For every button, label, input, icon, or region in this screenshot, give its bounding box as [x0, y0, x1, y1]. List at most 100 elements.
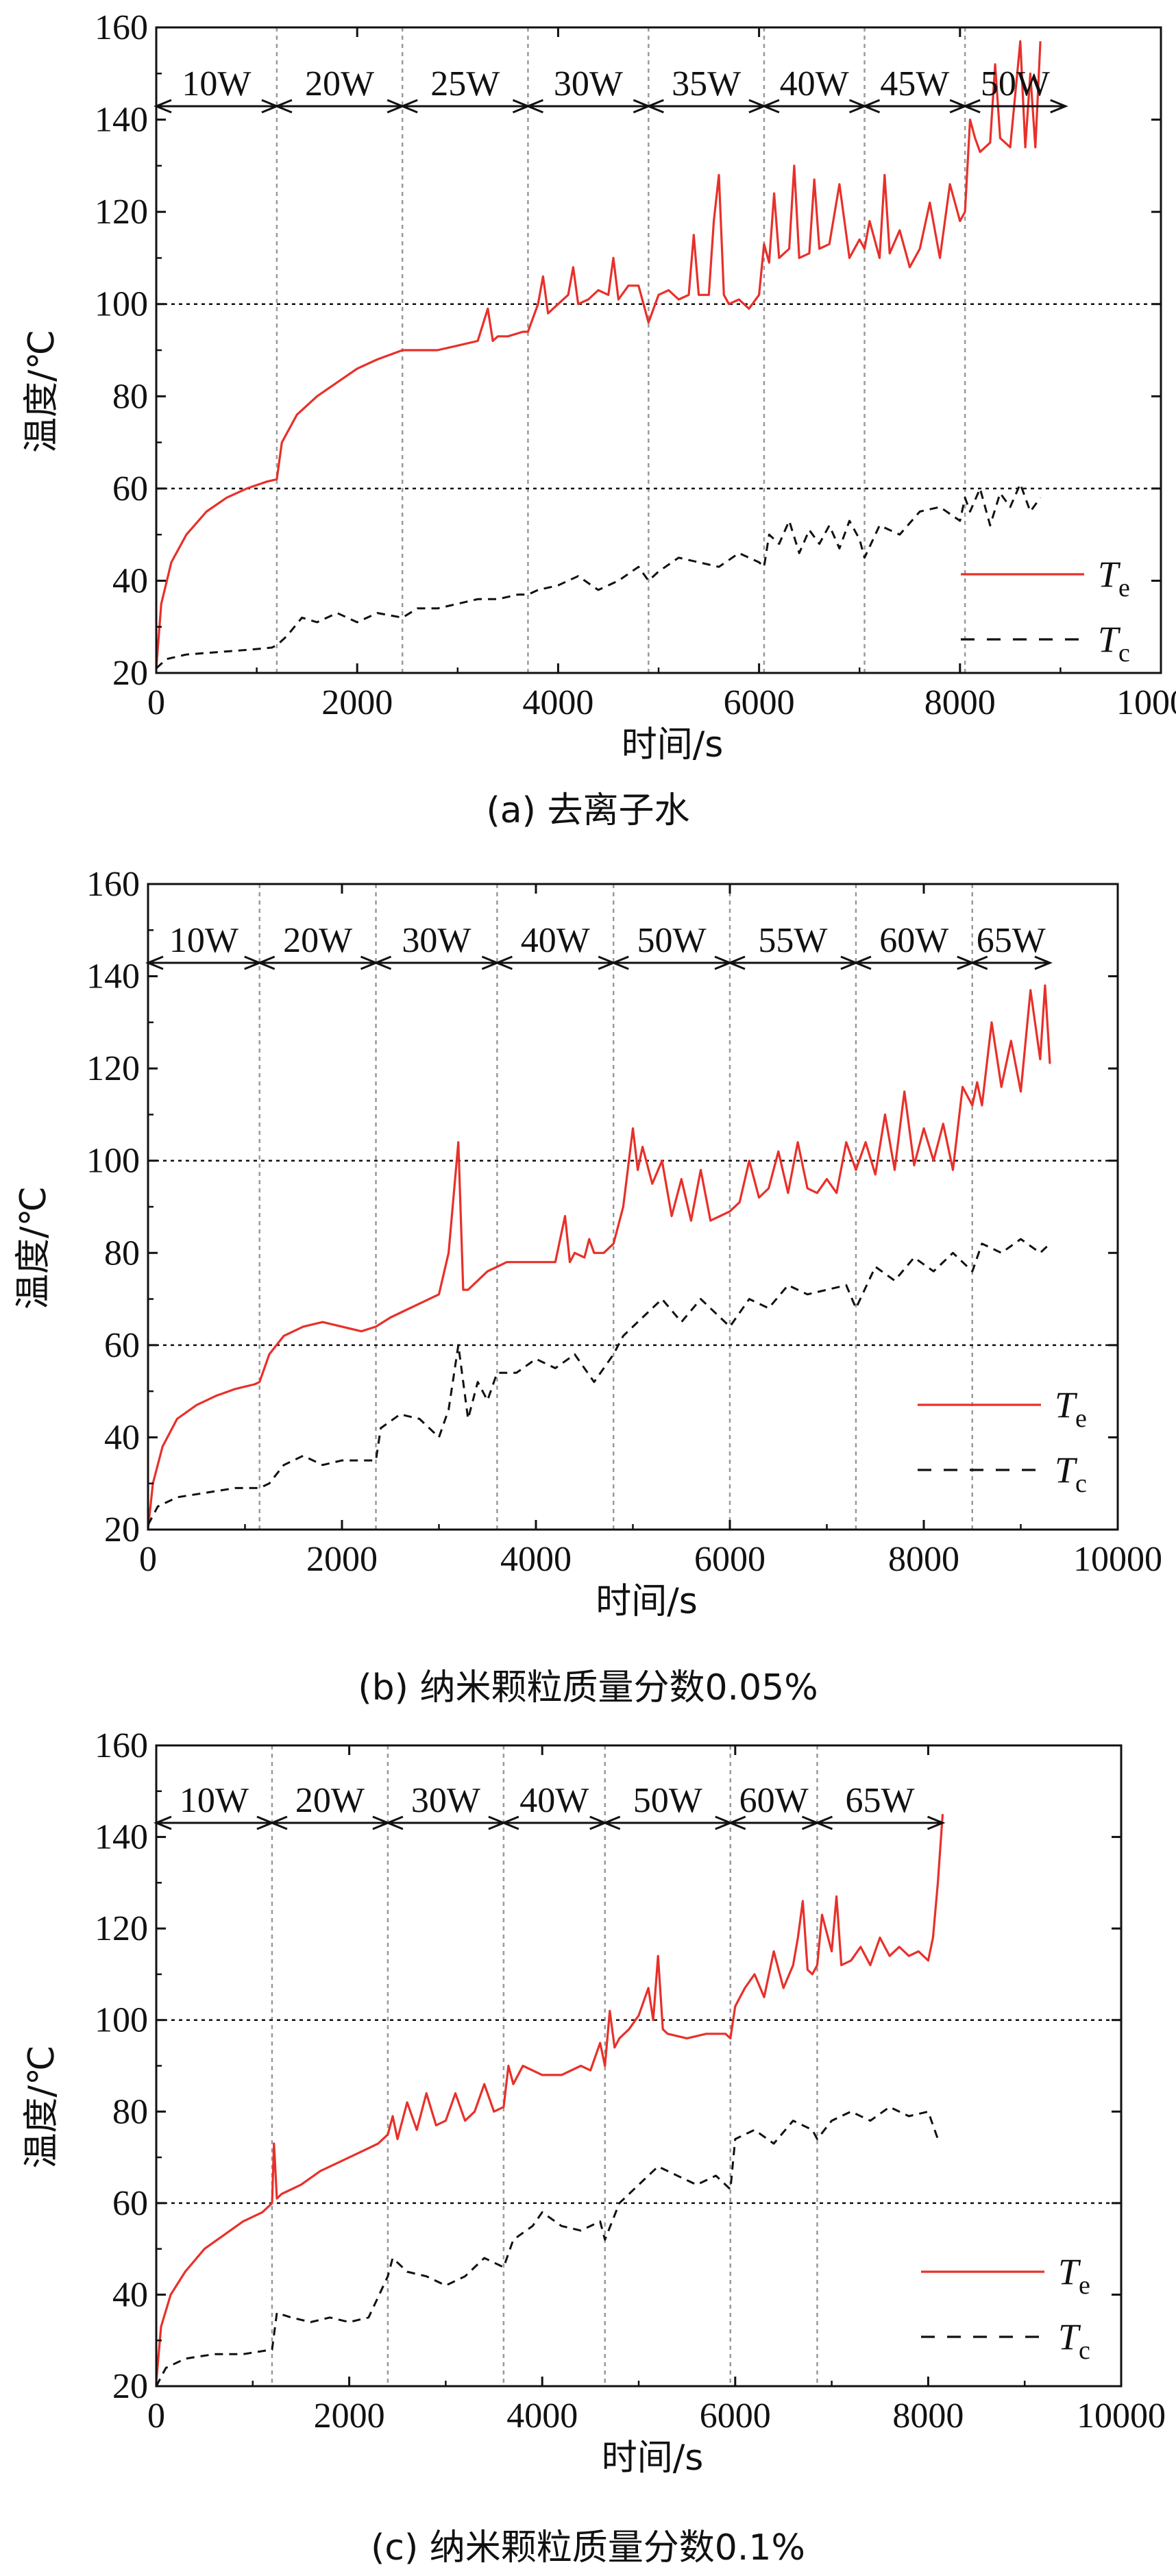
- x-tick-label: 6000: [724, 683, 795, 722]
- series-te-line: [156, 1814, 944, 2382]
- y-tick-label: 40: [112, 561, 148, 600]
- stage-arrowhead-left: [861, 99, 881, 114]
- x-tick-label: 8000: [892, 2396, 964, 2436]
- legend-label-tc: Tc: [1058, 2316, 1090, 2365]
- x-tick-label: 0: [147, 683, 165, 722]
- y-tick-label: 60: [112, 2184, 148, 2223]
- power-stage-label: 20W: [305, 64, 374, 103]
- x-tick-label: 0: [139, 1540, 157, 1579]
- power-stage-label: 50W: [981, 64, 1050, 103]
- legend-label-tc: Tc: [1055, 1449, 1087, 1498]
- legend-subscript: c: [1079, 2336, 1090, 2365]
- caption-b: (b) 纳米颗粒质量分数0.05%: [358, 1667, 818, 1708]
- power-stage-label: 30W: [554, 64, 623, 103]
- y-tick-label: 80: [112, 2092, 148, 2131]
- power-stage-label: 40W: [780, 64, 849, 103]
- x-axis-label: 时间/s: [596, 1581, 698, 1622]
- stage-arrowhead-left: [727, 955, 746, 970]
- chart-panel-c: (c) 纳米颗粒质量分数0.1% 10W 20W 30W 40W 50W 60W 65W 20…: [21, 1726, 1166, 2568]
- y-tick-label: 120: [86, 1049, 140, 1088]
- chart-panel-a: (a) 去离子水 10W 20W 25W 30W 35W 40W 45W 50W 20 40 60 8…: [21, 8, 1176, 831]
- power-stage-label: 20W: [295, 1781, 365, 1820]
- x-tick-label: 4000: [506, 2396, 578, 2436]
- y-tick-label: 20: [112, 654, 148, 693]
- chart-panel-b: (b) 纳米颗粒质量分数0.05% 10W 20W 30W 40W 50W 55W 60W 6…: [13, 865, 1162, 1708]
- y-tick-label: 160: [86, 865, 140, 904]
- y-tick-label: 20: [104, 1510, 140, 1549]
- legend-symbol: T: [1098, 619, 1121, 660]
- y-tick-label: 120: [95, 193, 148, 232]
- x-tick-label: 0: [147, 2396, 165, 2436]
- x-tick-label: 8000: [888, 1540, 959, 1579]
- y-tick-label: 160: [95, 8, 148, 47]
- power-stage-label: 40W: [519, 1781, 589, 1820]
- stage-arrowhead-left: [400, 99, 418, 114]
- caption-a: (a) 去离子水: [487, 790, 690, 831]
- x-axis-label: 时间/s: [622, 724, 724, 765]
- power-stage-label: 55W: [758, 921, 827, 960]
- y-tick-label: 120: [95, 1909, 148, 1948]
- legend-subscript: c: [1075, 1469, 1087, 1498]
- y-tick-label: 20: [112, 2367, 148, 2406]
- y-tick-label: 160: [95, 1726, 148, 1765]
- power-stage-label: 20W: [283, 921, 352, 960]
- power-stage-label: 60W: [879, 921, 948, 960]
- power-stage-label: 65W: [845, 1781, 914, 1820]
- stage-arrowhead-left: [384, 1815, 404, 1830]
- power-stage-label: 50W: [637, 921, 707, 960]
- stage-arrowhead-right: [1034, 955, 1053, 970]
- stage-arrowhead-left: [494, 955, 513, 970]
- stage-arrowhead-right: [1050, 99, 1068, 114]
- legend-subscript: e: [1075, 1404, 1087, 1433]
- legend-symbol: T: [1098, 554, 1121, 595]
- legend-symbol: T: [1055, 1384, 1078, 1425]
- y-tick-label: 40: [104, 1418, 140, 1457]
- legend-subscript: e: [1079, 2271, 1090, 2300]
- y-tick-label: 140: [86, 957, 140, 996]
- stage-arrowhead-left: [500, 1815, 519, 1830]
- y-tick-label: 60: [104, 1326, 140, 1365]
- power-stage-label: 10W: [169, 921, 238, 960]
- power-stage-label: 40W: [521, 921, 590, 960]
- stage-arrowhead-left: [962, 99, 981, 114]
- stage-arrowhead-left: [273, 99, 293, 114]
- x-tick-label: 8000: [924, 683, 996, 722]
- stage-arrowhead-left: [373, 955, 392, 970]
- stage-arrowhead-left: [525, 99, 543, 114]
- x-tick-label: 6000: [694, 1540, 765, 1579]
- power-stage-label: 30W: [402, 921, 471, 960]
- y-tick-label: 100: [95, 2001, 148, 2040]
- x-axis-label: 时间/s: [602, 2438, 704, 2479]
- series-tc-line: [156, 482, 1042, 670]
- stage-arrowhead-left: [727, 1815, 746, 1830]
- power-stage-label: 60W: [739, 1781, 809, 1820]
- x-tick-label: 4000: [522, 683, 593, 722]
- legend-symbol: T: [1055, 1449, 1078, 1491]
- x-tick-label: 2000: [314, 2396, 385, 2436]
- plot-frame: [155, 26, 1162, 674]
- stage-arrowhead-left: [969, 955, 988, 970]
- power-stage-label: 10W: [182, 64, 251, 103]
- y-tick-label: 140: [95, 1818, 148, 1857]
- legend-label-te: Te: [1098, 554, 1130, 602]
- stage-arrowhead-left: [814, 1815, 833, 1830]
- stage-arrowhead-right: [927, 1815, 946, 1830]
- y-axis-label: 温度/℃: [21, 330, 62, 453]
- power-stage-label: 10W: [180, 1781, 249, 1820]
- series-te-line: [148, 984, 1051, 1530]
- y-tick-label: 100: [95, 285, 148, 324]
- plot-frame: [155, 1744, 1123, 2388]
- power-stage-label: 30W: [411, 1781, 480, 1820]
- x-tick-label: 2000: [321, 683, 393, 722]
- power-stage-label: 50W: [633, 1781, 702, 1820]
- y-tick-label: 60: [112, 469, 148, 508]
- legend-subscript: e: [1118, 574, 1130, 602]
- x-tick-label: 10000: [1116, 683, 1176, 722]
- stage-arrowhead-left: [761, 99, 780, 114]
- x-tick-label: 10000: [1077, 2396, 1166, 2436]
- series-te-line: [156, 40, 1042, 669]
- series-tc-line: [156, 2106, 939, 2386]
- legend-symbol: T: [1058, 2251, 1081, 2292]
- y-tick-label: 140: [95, 101, 148, 140]
